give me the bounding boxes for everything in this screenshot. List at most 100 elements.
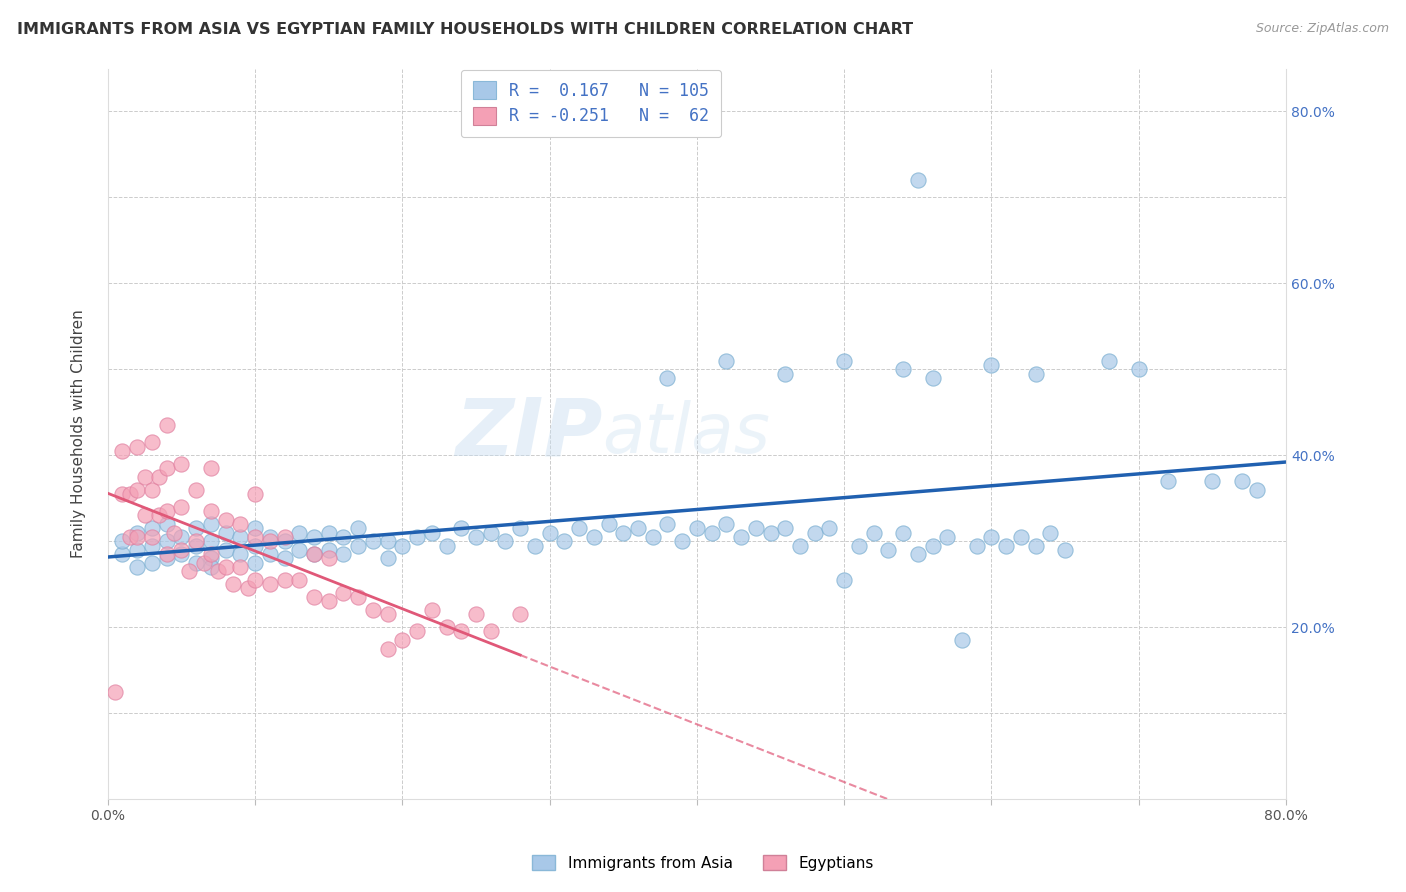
Point xyxy=(141,521,163,535)
Point xyxy=(127,440,149,454)
Point xyxy=(361,603,384,617)
Point xyxy=(832,353,855,368)
Point xyxy=(406,624,429,639)
Point xyxy=(318,551,340,566)
Point xyxy=(377,551,399,566)
Point xyxy=(156,504,179,518)
Point xyxy=(200,461,222,475)
Point xyxy=(259,530,281,544)
Point xyxy=(200,534,222,549)
Point xyxy=(1010,530,1032,544)
Point xyxy=(127,530,149,544)
Point xyxy=(361,534,384,549)
Point xyxy=(627,521,650,535)
Point xyxy=(1230,474,1253,488)
Point xyxy=(184,539,207,553)
Point xyxy=(318,542,340,557)
Point xyxy=(243,487,266,501)
Point xyxy=(118,487,141,501)
Point xyxy=(966,539,988,553)
Point xyxy=(598,516,620,531)
Point xyxy=(1054,542,1077,557)
Point xyxy=(479,525,502,540)
Point xyxy=(156,534,179,549)
Point xyxy=(259,534,281,549)
Point xyxy=(775,367,797,381)
Text: IMMIGRANTS FROM ASIA VS EGYPTIAN FAMILY HOUSEHOLDS WITH CHILDREN CORRELATION CHA: IMMIGRANTS FROM ASIA VS EGYPTIAN FAMILY … xyxy=(17,22,912,37)
Point xyxy=(243,530,266,544)
Point xyxy=(582,530,605,544)
Point xyxy=(127,560,149,574)
Point xyxy=(302,547,325,561)
Point xyxy=(716,353,738,368)
Point xyxy=(118,530,141,544)
Point xyxy=(553,534,575,549)
Point xyxy=(1025,539,1047,553)
Point xyxy=(184,483,207,497)
Point xyxy=(134,508,156,523)
Point xyxy=(803,525,825,540)
Point xyxy=(259,577,281,591)
Point xyxy=(156,461,179,475)
Point xyxy=(156,551,179,566)
Point xyxy=(200,504,222,518)
Point xyxy=(243,556,266,570)
Point xyxy=(494,534,516,549)
Point xyxy=(730,530,752,544)
Point xyxy=(377,641,399,656)
Point xyxy=(170,500,193,514)
Point xyxy=(936,530,959,544)
Point xyxy=(318,525,340,540)
Point xyxy=(163,525,186,540)
Legend: Immigrants from Asia, Egyptians: Immigrants from Asia, Egyptians xyxy=(523,846,883,880)
Point xyxy=(170,547,193,561)
Point xyxy=(236,582,259,596)
Point xyxy=(148,508,170,523)
Point xyxy=(671,534,693,549)
Point xyxy=(200,547,222,561)
Point xyxy=(921,371,943,385)
Point xyxy=(641,530,664,544)
Y-axis label: Family Households with Children: Family Households with Children xyxy=(72,310,86,558)
Point xyxy=(479,624,502,639)
Point xyxy=(377,607,399,622)
Point xyxy=(141,556,163,570)
Point xyxy=(406,530,429,544)
Point xyxy=(907,547,929,561)
Point xyxy=(347,521,370,535)
Point xyxy=(170,542,193,557)
Point xyxy=(1128,362,1150,376)
Point xyxy=(1098,353,1121,368)
Point xyxy=(184,521,207,535)
Point xyxy=(184,534,207,549)
Point xyxy=(288,525,311,540)
Point xyxy=(184,556,207,570)
Point xyxy=(288,573,311,587)
Point xyxy=(1157,474,1180,488)
Point xyxy=(302,547,325,561)
Point xyxy=(980,358,1002,372)
Point xyxy=(1039,525,1062,540)
Point xyxy=(332,547,354,561)
Point xyxy=(862,525,884,540)
Point xyxy=(907,173,929,187)
Point xyxy=(111,487,134,501)
Point xyxy=(127,525,149,540)
Point xyxy=(111,534,134,549)
Point xyxy=(436,620,458,634)
Point xyxy=(111,444,134,458)
Point xyxy=(200,516,222,531)
Point xyxy=(259,547,281,561)
Point xyxy=(229,530,252,544)
Point xyxy=(789,539,811,553)
Point xyxy=(302,590,325,604)
Point xyxy=(141,483,163,497)
Point xyxy=(509,521,531,535)
Point xyxy=(465,607,488,622)
Point xyxy=(420,525,443,540)
Text: ZIP: ZIP xyxy=(456,395,603,473)
Point xyxy=(273,534,295,549)
Point xyxy=(950,633,973,648)
Point xyxy=(391,539,413,553)
Point xyxy=(141,435,163,450)
